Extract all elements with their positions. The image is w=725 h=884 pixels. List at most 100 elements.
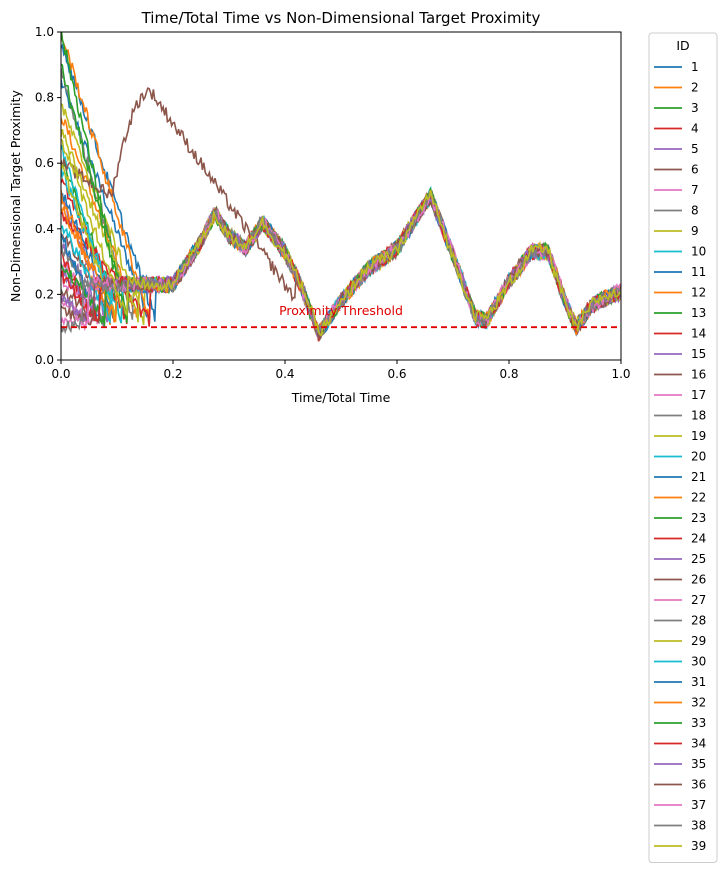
legend-label: 21 — [691, 470, 706, 484]
legend-label: 30 — [691, 655, 706, 669]
legend-item: 37 — [654, 798, 706, 812]
legend-label: 28 — [691, 614, 706, 628]
legend-label: 17 — [691, 388, 706, 402]
legend-item: 25 — [654, 552, 706, 566]
legend-item: 22 — [654, 491, 706, 505]
legend-label: 12 — [691, 286, 706, 300]
y-axis-label: Non-Dimensional Target Proximity — [8, 89, 23, 301]
legend-label: 7 — [691, 183, 699, 197]
legend-item: 9 — [654, 224, 699, 238]
legend-label: 25 — [691, 552, 706, 566]
x-axis-ticks: 0.0 0.2 0.4 0.6 0.8 1.0 — [51, 360, 631, 381]
legend-title: ID — [676, 38, 689, 53]
chart-title: Time/Total Time vs Non-Dimensional Targe… — [141, 9, 541, 27]
legend-item: 21 — [654, 470, 706, 484]
legend-item: 23 — [654, 511, 706, 525]
legend-label: 37 — [691, 798, 706, 812]
legend-label: 19 — [691, 429, 706, 443]
legend-label: 32 — [691, 696, 706, 710]
legend-item: 24 — [654, 532, 706, 546]
x-tick-label: 0.8 — [499, 367, 518, 381]
legend-item: 5 — [654, 142, 699, 156]
legend-label: 35 — [691, 757, 706, 771]
legend-item: 10 — [654, 245, 706, 259]
y-tick-label: 0.4 — [35, 222, 54, 236]
legend-item: 26 — [654, 573, 706, 587]
legend-item: 8 — [654, 204, 699, 218]
legend-label: 38 — [691, 819, 706, 833]
legend-item: 4 — [654, 122, 699, 136]
legend-label: 16 — [691, 368, 706, 382]
threshold-label: Proximity Threshold — [279, 303, 403, 318]
legend-label: 33 — [691, 716, 706, 730]
y-axis-ticks: 0.0 0.2 0.4 0.6 0.8 1.0 — [35, 25, 61, 367]
y-tick-label: 0.2 — [35, 287, 54, 301]
legend-item: 33 — [654, 716, 706, 730]
legend-item: 30 — [654, 655, 706, 669]
x-tick-label: 1.0 — [611, 367, 630, 381]
legend-label: 23 — [691, 511, 706, 525]
legend-item: 3 — [654, 101, 699, 115]
x-axis-label: Time/Total Time — [291, 390, 391, 405]
legend-item: 2 — [654, 81, 699, 95]
legend-label: 3 — [691, 101, 699, 115]
threshold-layer: Proximity Threshold — [61, 303, 621, 329]
legend-label: 1 — [691, 60, 699, 74]
y-tick-label: 0.8 — [35, 91, 54, 105]
legend-box — [648, 32, 718, 863]
legend-label: 31 — [691, 675, 706, 689]
series-line-39 — [61, 138, 621, 337]
legend-item: 18 — [654, 409, 706, 423]
series-layer — [61, 32, 621, 342]
legend-label: 22 — [691, 491, 706, 505]
legend-item: 34 — [654, 737, 706, 751]
legend-item: 12 — [654, 286, 706, 300]
legend-label: 14 — [691, 327, 706, 341]
legend-label: 2 — [691, 81, 699, 95]
legend-label: 8 — [691, 204, 699, 218]
legend-label: 11 — [691, 265, 706, 279]
legend-label: 24 — [691, 532, 706, 546]
legend-label: 15 — [691, 347, 706, 361]
y-tick-label: 0.0 — [35, 353, 54, 367]
legend-item: 1 — [654, 60, 699, 74]
legend-item: 38 — [654, 819, 706, 833]
legend-label: 27 — [691, 593, 706, 607]
legend-label: 4 — [691, 122, 699, 136]
legend: ID 1234567891011121314151617181920212223… — [648, 32, 718, 863]
legend-item: 31 — [654, 675, 706, 689]
legend-label: 6 — [691, 163, 699, 177]
x-tick-label: 0.2 — [163, 367, 182, 381]
plot-frame — [60, 31, 622, 361]
y-tick-label: 1.0 — [35, 25, 54, 39]
legend-item: 17 — [654, 388, 706, 402]
legend-item: 35 — [654, 757, 706, 771]
legend-label: 13 — [691, 306, 706, 320]
legend-item: 39 — [654, 839, 706, 853]
legend-item: 29 — [654, 634, 706, 648]
legend-item: 15 — [654, 347, 706, 361]
legend-item: 16 — [654, 368, 706, 382]
y-tick-label: 0.6 — [35, 156, 54, 170]
legend-item: 13 — [654, 306, 706, 320]
legend-label: 20 — [691, 450, 706, 464]
legend-item: 14 — [654, 327, 706, 341]
legend-label: 9 — [691, 224, 699, 238]
x-tick-label: 0.0 — [51, 367, 70, 381]
legend-item: 36 — [654, 778, 706, 792]
legend-label: 5 — [691, 142, 699, 156]
legend-label: 29 — [691, 634, 706, 648]
legend-item: 20 — [654, 450, 706, 464]
legend-item: 19 — [654, 429, 706, 443]
legend-label: 34 — [691, 737, 706, 751]
legend-item: 11 — [654, 265, 706, 279]
legend-label: 18 — [691, 409, 706, 423]
x-tick-label: 0.4 — [275, 367, 294, 381]
legend-item: 32 — [654, 696, 706, 710]
legend-label: 26 — [691, 573, 706, 587]
legend-label: 39 — [691, 839, 706, 853]
legend-label: 10 — [691, 245, 706, 259]
x-tick-label: 0.6 — [387, 367, 406, 381]
